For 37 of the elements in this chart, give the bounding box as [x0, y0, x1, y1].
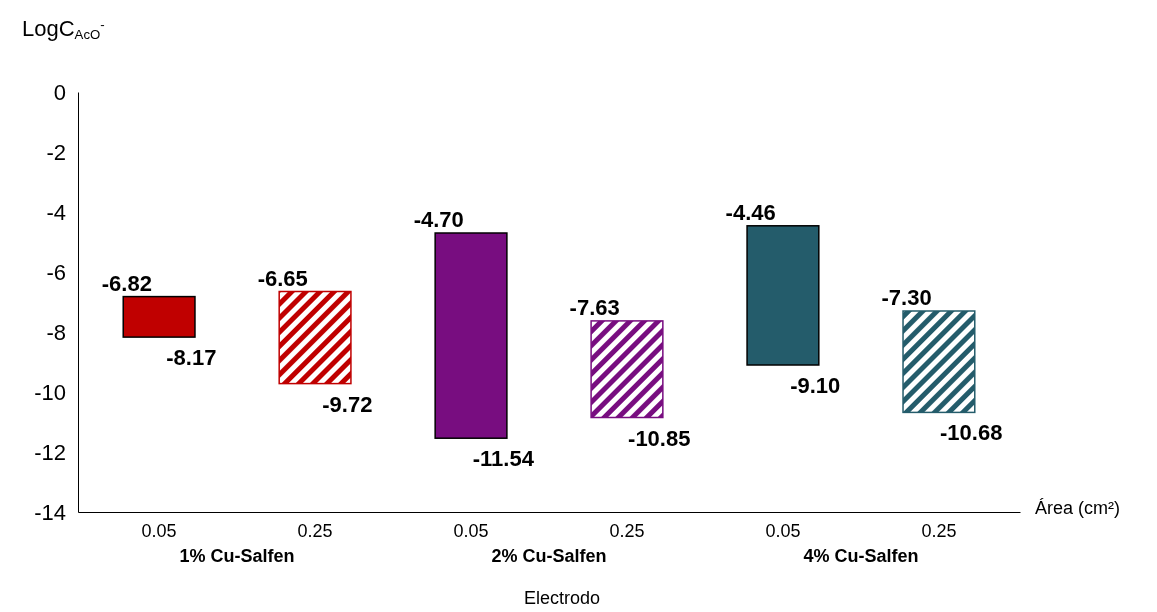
annotation: -8.17	[166, 345, 217, 371]
y-tick-label: -8	[46, 319, 66, 345]
annotation: -6.65	[257, 265, 308, 291]
x-tick-label: 0.05	[765, 520, 801, 541]
y-tick-label: -14	[34, 499, 66, 525]
annotation: -11.54	[472, 446, 535, 472]
annotation: -7.63	[569, 294, 620, 320]
annotation: -10.85	[628, 425, 691, 451]
annotation: -6.82	[101, 270, 152, 296]
y-tick-label: 0	[53, 79, 66, 105]
x-axis-title: Electrodo	[523, 588, 601, 608]
text: 4% Cu-Salfen	[803, 546, 919, 566]
annotation: -9.10	[790, 373, 841, 398]
y-tick-label: -12	[34, 439, 66, 465]
bar	[902, 310, 976, 414]
y-tick-label: -2	[46, 139, 66, 165]
bar	[746, 225, 820, 366]
text: Área (cm²)	[1035, 498, 1120, 518]
text: 1% Cu-Salfen	[179, 546, 295, 566]
bar	[122, 295, 196, 338]
x-tick-label: 0.25	[297, 520, 333, 541]
annotation: -10.68	[939, 420, 1003, 446]
x-tick-label: 0.05	[453, 520, 489, 541]
x-tick-label: 0.05	[141, 520, 177, 541]
text: 2% Cu-Salfen	[491, 546, 607, 566]
y-tick-label: -6	[46, 259, 66, 285]
annotation: -4.46	[725, 199, 776, 225]
x-tick-label: 0.25	[609, 520, 645, 541]
y-tick-label: -4	[46, 199, 66, 225]
bar	[590, 320, 664, 419]
annotation: -7.30	[881, 285, 932, 310]
y-tick-label: -10	[34, 379, 66, 405]
x-tick-label: 0.25	[921, 520, 957, 541]
annotation: -4.70	[413, 207, 464, 232]
bar	[278, 290, 352, 385]
annotation: -9.72	[322, 391, 373, 417]
bar	[434, 232, 508, 439]
